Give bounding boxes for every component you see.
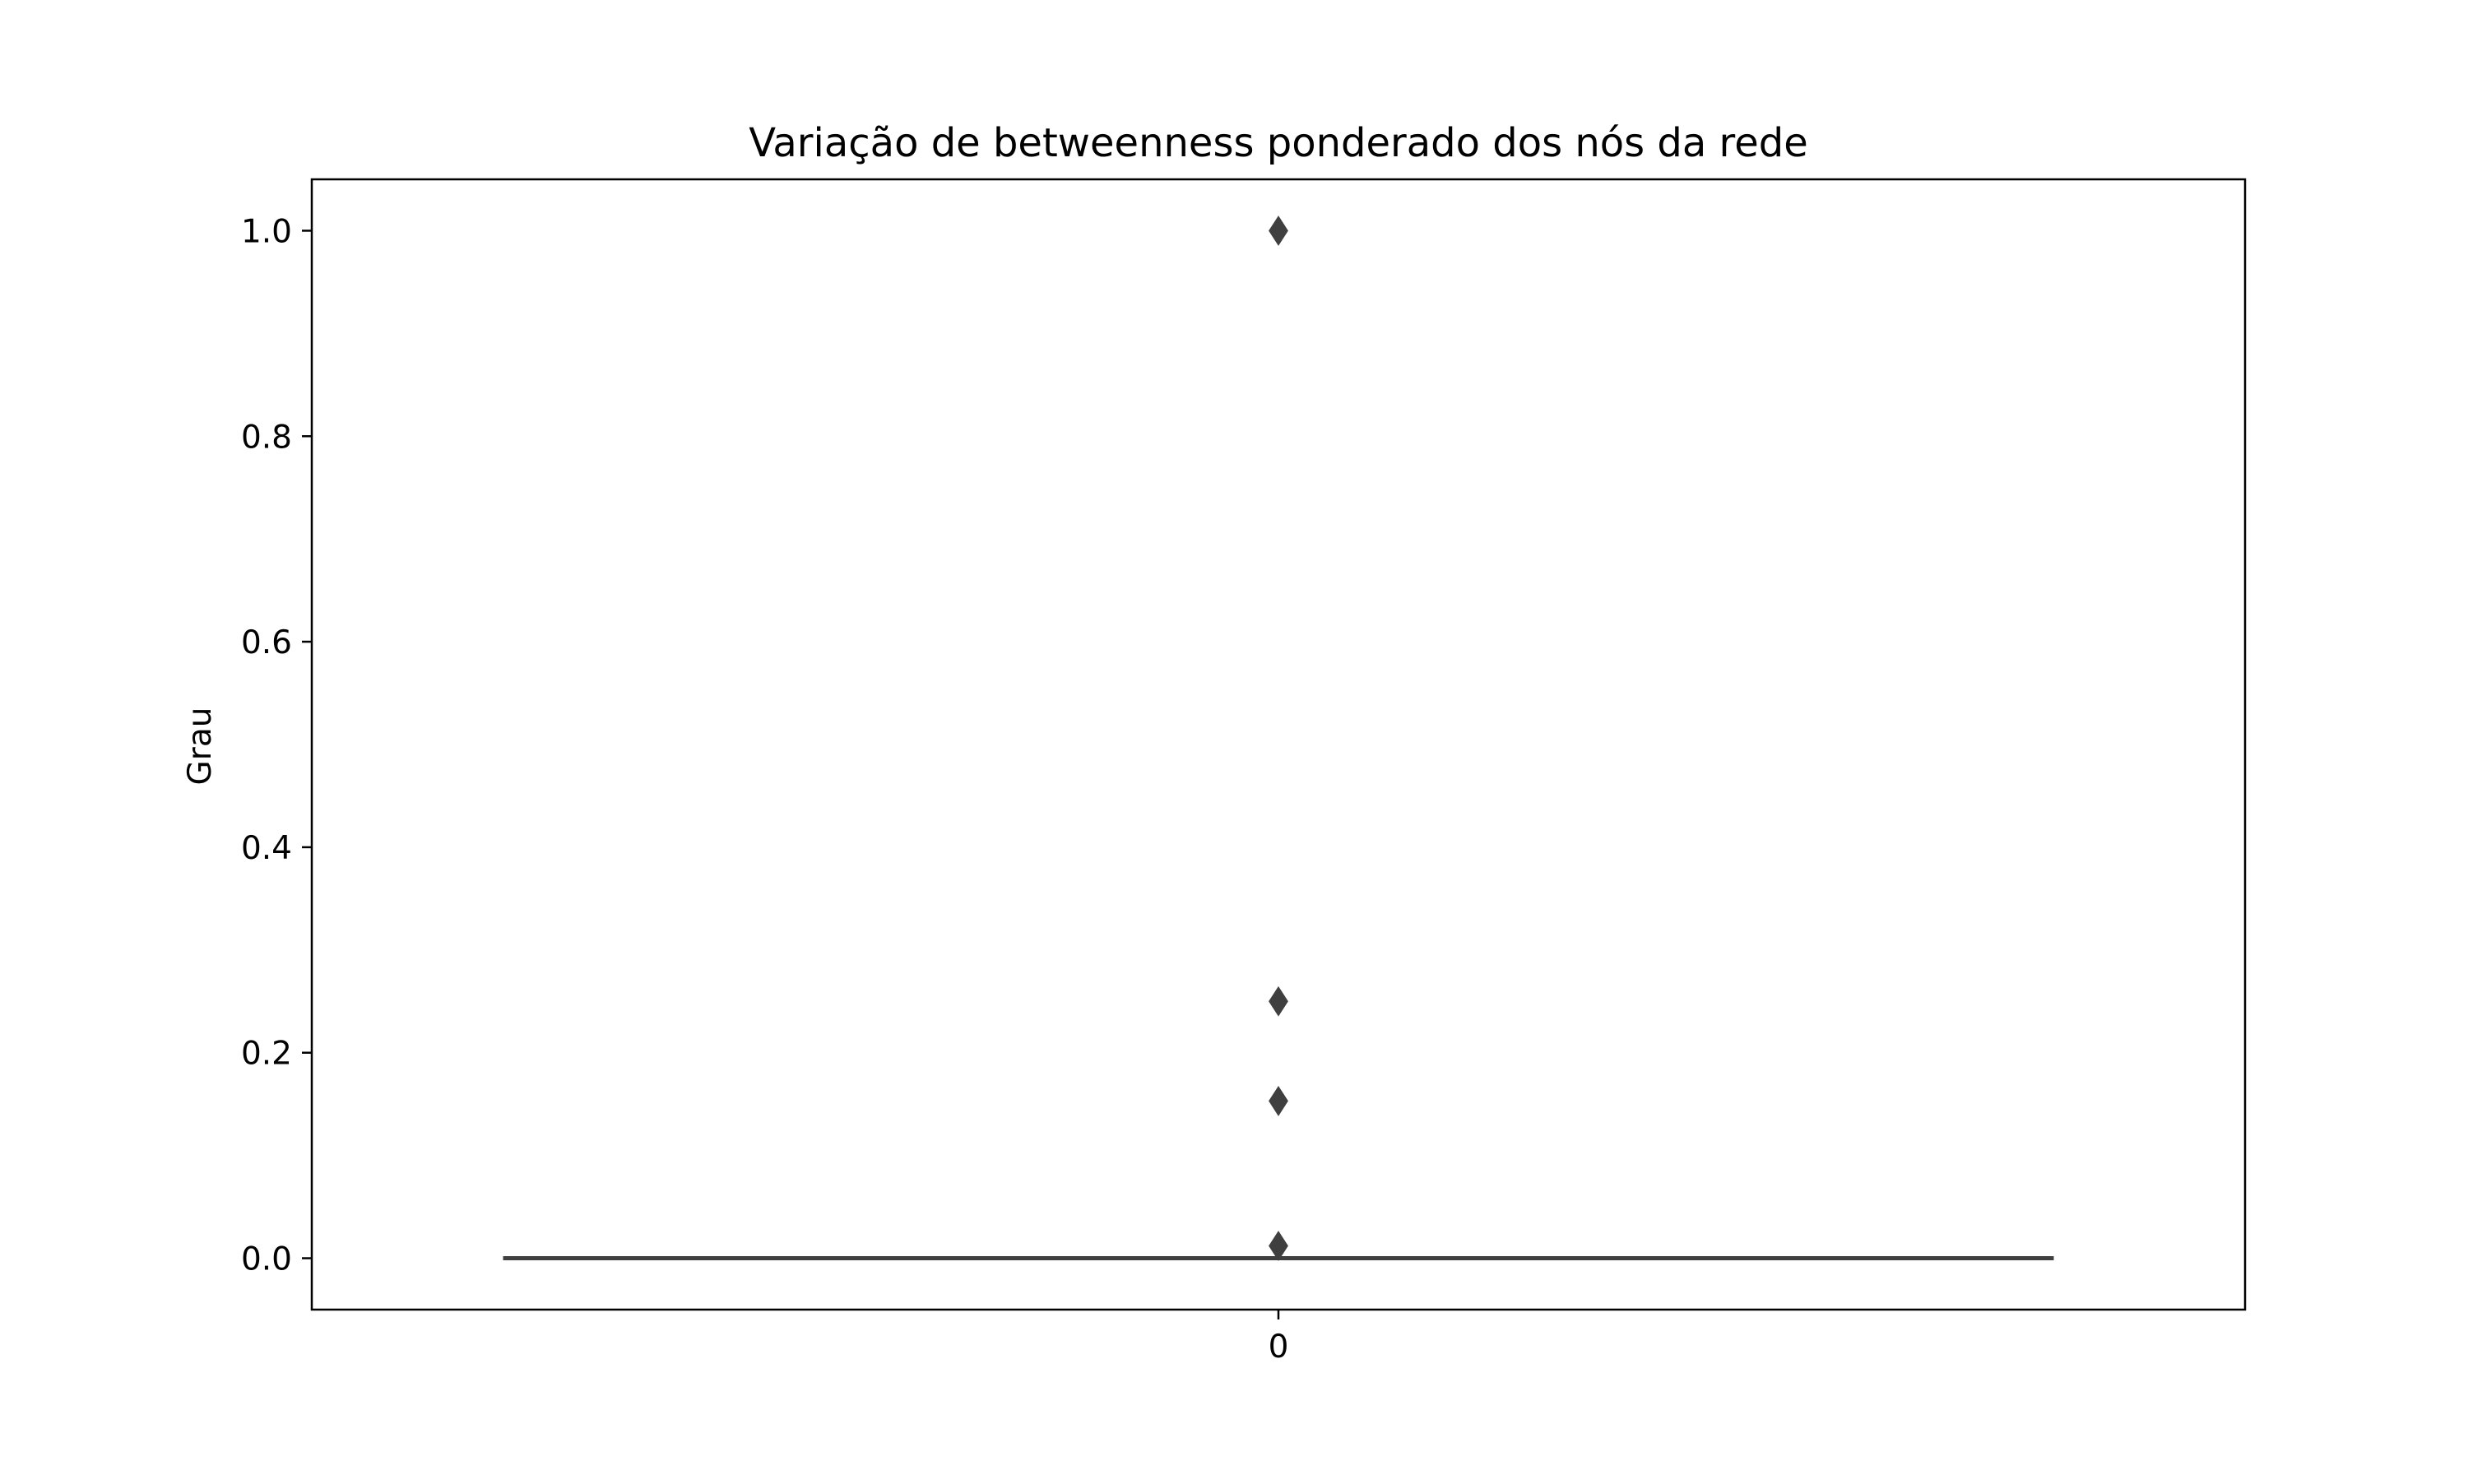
- y-axis: 0.0 0.2 0.4 0.6 0.8 1.0: [241, 213, 312, 1278]
- y-tick-label: 0.4: [241, 830, 292, 867]
- y-tick-label: 0.6: [241, 624, 292, 661]
- plot-marks: [505, 216, 2052, 1259]
- outlier-point: [1269, 216, 1287, 244]
- outlier-point: [1269, 987, 1287, 1015]
- y-tick-label: 0.8: [241, 419, 292, 456]
- x-axis: 0: [1269, 1310, 1289, 1366]
- y-axis-label: Grau: [182, 707, 219, 786]
- x-tick-label: 0: [1269, 1329, 1289, 1366]
- outlier-point: [1269, 1232, 1287, 1260]
- plot-frame: [312, 179, 2245, 1310]
- chart-title: Variação de betweenness ponderado dos nó…: [749, 120, 1808, 166]
- y-tick-label: 0.2: [241, 1036, 292, 1073]
- y-tick-label: 0.0: [241, 1241, 292, 1278]
- outlier-point: [1269, 1087, 1287, 1115]
- y-tick-label: 1.0: [241, 213, 292, 250]
